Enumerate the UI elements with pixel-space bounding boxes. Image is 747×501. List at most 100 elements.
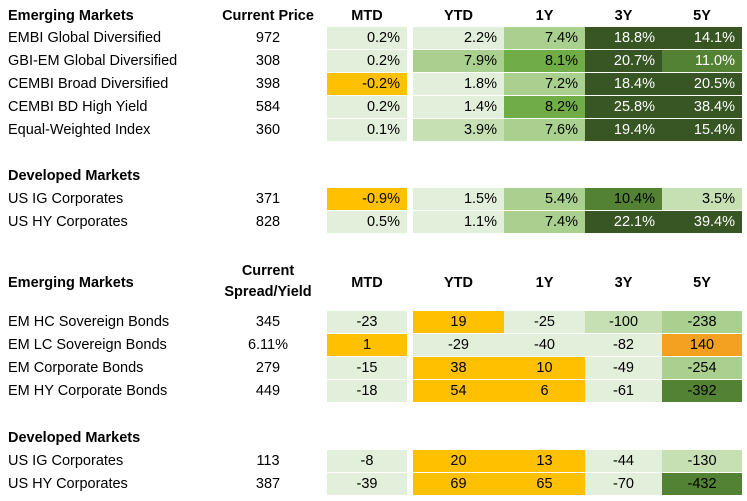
3y-cell: -70 xyxy=(585,473,662,495)
1y-header: 1Y xyxy=(535,275,554,291)
mtd-cell: -0.2% xyxy=(327,73,407,95)
section2-title: Developed Markets xyxy=(8,168,141,184)
1y-cell: 7.4% xyxy=(504,27,585,49)
section3-title: Emerging Markets xyxy=(8,275,134,291)
mtd-cell: 0.1% xyxy=(327,119,407,141)
row-label: EM Corporate Bonds xyxy=(8,360,144,376)
5y-cell: 15.4% xyxy=(662,119,742,141)
1y-cell: 6 xyxy=(504,380,585,402)
mtd-cell: -0.9% xyxy=(327,188,407,210)
row-label: EM HC Sovereign Bonds xyxy=(8,314,170,330)
ytd-header: YTD xyxy=(444,275,473,291)
1y-cell: 65 xyxy=(504,473,585,495)
price-cell: 308 xyxy=(255,53,281,69)
5y-header: 5Y xyxy=(693,275,711,291)
section3-header-row: Emerging Markets Current Spread/Yield MT… xyxy=(0,261,747,305)
ytd-cell: 3.9% xyxy=(413,119,504,141)
row-label: CEMBI BD High Yield xyxy=(8,99,148,115)
current-price-header: Current Price xyxy=(222,8,314,24)
row-label: US IG Corporates xyxy=(8,191,124,207)
table-row: EMBI Global Diversified 972 0.2% 2.2% 7.… xyxy=(0,27,747,50)
ytd-cell: 19 xyxy=(413,311,504,333)
ytd-cell: 54 xyxy=(413,380,504,402)
1y-header: 1Y xyxy=(535,8,554,24)
mtd-cell: -39 xyxy=(327,473,407,495)
mtd-cell: -15 xyxy=(327,357,407,379)
table-row: US HY Corporates 387 -39 69 65 -70 -432 xyxy=(0,473,747,496)
5y-cell: -254 xyxy=(662,357,742,379)
1y-cell: 8.1% xyxy=(504,50,585,72)
table-row: GBI-EM Global Diversified 308 0.2% 7.9% … xyxy=(0,50,747,73)
mtd-cell: -8 xyxy=(327,450,407,472)
current-spread-yield-header-line2: Spread/Yield xyxy=(224,284,312,300)
5y-cell: 14.1% xyxy=(662,27,742,49)
row-label: CEMBI Broad Diversified xyxy=(8,76,169,92)
row-label: Equal-Weighted Index xyxy=(8,122,151,138)
5y-cell: 39.4% xyxy=(662,211,742,233)
3y-cell: 19.4% xyxy=(585,119,662,141)
1y-cell: 13 xyxy=(504,450,585,472)
row-label: EMBI Global Diversified xyxy=(8,30,162,46)
3y-cell: -61 xyxy=(585,380,662,402)
ytd-cell: 1.4% xyxy=(413,96,504,118)
1y-cell: 7.6% xyxy=(504,119,585,141)
3y-cell: 20.7% xyxy=(585,50,662,72)
spread-cell: 387 xyxy=(255,476,281,492)
row-label: EM LC Sovereign Bonds xyxy=(8,337,167,353)
mtd-header: MTD xyxy=(351,275,383,291)
spread-cell: 279 xyxy=(255,360,281,376)
3y-cell: -100 xyxy=(585,311,662,333)
price-cell: 398 xyxy=(255,76,281,92)
5y-cell: 140 xyxy=(662,334,742,356)
table-row: EM HY Corporate Bonds 449 -18 54 6 -61 -… xyxy=(0,380,747,403)
3y-cell: -82 xyxy=(585,334,662,356)
table-row: EM LC Sovereign Bonds 6.11% 1 -29 -40 -8… xyxy=(0,334,747,357)
table-row: EM Corporate Bonds 279 -15 38 10 -49 -25… xyxy=(0,357,747,380)
current-spread-yield-header: Current Spread/Yield xyxy=(213,261,323,305)
table-row: CEMBI Broad Diversified 398 -0.2% 1.8% 7… xyxy=(0,73,747,96)
5y-cell: -432 xyxy=(662,473,742,495)
1y-cell: -25 xyxy=(504,311,585,333)
3y-cell: -49 xyxy=(585,357,662,379)
5y-cell: -130 xyxy=(662,450,742,472)
1y-cell: 7.2% xyxy=(504,73,585,95)
table-row: US HY Corporates 828 0.5% 1.1% 7.4% 22.1… xyxy=(0,211,747,234)
5y-cell: -238 xyxy=(662,311,742,333)
5y-header: 5Y xyxy=(693,8,711,24)
section1-header-row: Emerging Markets Current Price MTD YTD 1… xyxy=(0,5,747,28)
mtd-cell: 0.2% xyxy=(327,27,407,49)
3y-cell: -44 xyxy=(585,450,662,472)
price-cell: 584 xyxy=(255,99,281,115)
table-row: CEMBI BD High Yield 584 0.2% 1.4% 8.2% 2… xyxy=(0,96,747,119)
spread-cell: 449 xyxy=(255,383,281,399)
1y-cell: 8.2% xyxy=(504,96,585,118)
ytd-cell: 1.5% xyxy=(413,188,504,210)
spread-cell: 6.11% xyxy=(247,337,289,353)
ytd-cell: 38 xyxy=(413,357,504,379)
1y-cell: 7.4% xyxy=(504,211,585,233)
ytd-cell: 2.2% xyxy=(413,27,504,49)
table-row: EM HC Sovereign Bonds 345 -23 19 -25 -10… xyxy=(0,311,747,334)
current-spread-yield-header-line1: Current xyxy=(241,263,295,279)
3y-cell: 10.4% xyxy=(585,188,662,210)
mtd-cell: -23 xyxy=(327,311,407,333)
row-label: US IG Corporates xyxy=(8,453,124,469)
ytd-cell: 1.1% xyxy=(413,211,504,233)
5y-cell: 11.0% xyxy=(662,50,742,72)
price-cell: 360 xyxy=(255,122,281,138)
mtd-cell: 1 xyxy=(327,334,407,356)
ytd-cell: 1.8% xyxy=(413,73,504,95)
table-row: US IG Corporates 113 -8 20 13 -44 -130 xyxy=(0,450,747,473)
3y-cell: 22.1% xyxy=(585,211,662,233)
1y-cell: 10 xyxy=(504,357,585,379)
1y-cell: -40 xyxy=(504,334,585,356)
3y-cell: 18.8% xyxy=(585,27,662,49)
3y-header: 3Y xyxy=(614,8,633,24)
table-row: Equal-Weighted Index 360 0.1% 3.9% 7.6% … xyxy=(0,119,747,142)
mtd-header: MTD xyxy=(351,8,383,24)
3y-cell: 25.8% xyxy=(585,96,662,118)
1y-cell: 5.4% xyxy=(504,188,585,210)
row-label: GBI-EM Global Diversified xyxy=(8,53,178,69)
section1-title: Emerging Markets xyxy=(8,8,134,24)
ytd-cell: 69 xyxy=(413,473,504,495)
